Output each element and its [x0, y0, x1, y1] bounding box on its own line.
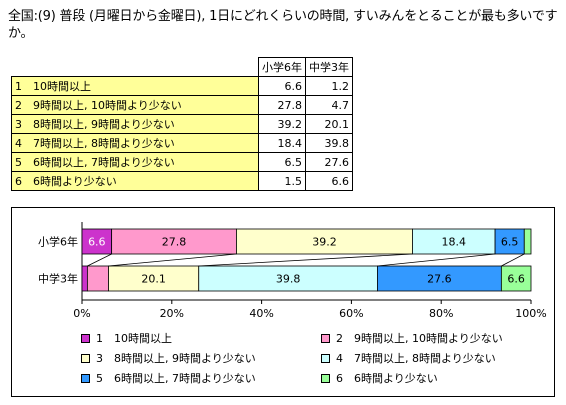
legend-item: 4 7時間以上, 8時間より少ない: [321, 350, 496, 366]
legend-item: 6 6時間より少ない: [321, 370, 438, 386]
data-label: 39.8: [276, 273, 301, 286]
legend-item: 1 10時間以上: [81, 330, 172, 346]
series-connector-line: [198, 253, 413, 267]
x-tick-label: 100%: [515, 307, 546, 320]
legend-item: 3 8時間以上, 9時間より少ない: [81, 350, 256, 366]
series-connector-line: [501, 253, 525, 267]
legend-item: 2 9時間以上, 10時間より少ない: [321, 330, 503, 346]
bar-segment: [412, 228, 496, 255]
cell-value: 18.4: [258, 133, 306, 153]
data-label: 27.8: [162, 236, 187, 249]
series-connector-line: [87, 253, 112, 267]
data-label: 27.6: [427, 273, 452, 286]
bar-segment: [377, 265, 502, 292]
cell-value: 39.8: [305, 133, 353, 153]
legend-label: 1 10時間以上: [96, 332, 172, 345]
row-label: 1 10時間以上: [11, 76, 259, 96]
x-tick-label: 40%: [249, 307, 273, 320]
bar-segment: [523, 228, 532, 255]
col-header-junior-high: 中学3年: [305, 57, 353, 77]
bar-segment: [494, 228, 525, 255]
legend-label: 6 6時間より少ない: [336, 372, 438, 385]
cell-value: 6.6: [305, 171, 353, 191]
data-label: 20.1: [141, 273, 166, 286]
table-row: 3 8時間以上, 9時間より少ない 39.2 20.1: [11, 114, 353, 134]
category-label: 小学6年: [38, 235, 78, 249]
cell-value: 27.8: [258, 95, 306, 115]
row-label: 6 6時間より少ない: [11, 171, 259, 191]
legend-swatch: [321, 333, 330, 343]
row-label: 4 7時間以上, 8時間より少ない: [11, 133, 259, 153]
cell-value: 27.6: [305, 152, 353, 172]
bar-segment: [81, 265, 88, 292]
bar-segment: [236, 228, 413, 255]
legend-label: 4 7時間以上, 8時間より少ない: [336, 352, 496, 365]
legend-swatch: [81, 373, 90, 383]
legend-label: 3 8時間以上, 9時間より少ない: [96, 352, 256, 365]
col-header-elementary: 小学6年: [258, 57, 306, 77]
x-tick-label: 20%: [160, 307, 184, 320]
bar-segment: [111, 228, 237, 255]
table-row: 6 6時間より少ない 1.5 6.6: [11, 171, 353, 191]
legend-label: 2 9時間以上, 10時間より少ない: [336, 332, 503, 345]
data-table: 小学6年 中学3年 1 10時間以上 6.6 1.2 2 9時間以上, 10時間…: [11, 57, 353, 191]
data-label: 18.4: [442, 236, 467, 249]
bar-segment: [500, 265, 532, 292]
legend-label: 5 6時間以上, 7時間より少ない: [96, 372, 256, 385]
legend-swatch: [81, 333, 90, 343]
x-tick-label: 80%: [429, 307, 453, 320]
row-label: 5 6時間以上, 7時間より少ない: [11, 152, 259, 172]
cell-value: 1.2: [305, 76, 353, 96]
data-label: 6.6: [507, 273, 525, 286]
x-tick-label: 0%: [73, 307, 90, 320]
bar-segment: [198, 265, 378, 292]
bar-segment: [86, 265, 109, 292]
table-row: 4 7時間以上, 8時間より少ない 18.4 39.8: [11, 133, 353, 153]
legend-swatch: [321, 373, 330, 383]
series-connector-line: [108, 253, 237, 267]
row-label: 3 8時間以上, 9時間より少ない: [11, 114, 259, 134]
bar-segment: [108, 265, 200, 292]
cell-value: 1.5: [258, 171, 306, 191]
table-row: 2 9時間以上, 10時間より少ない 27.8 4.7: [11, 95, 353, 115]
data-label: 6.5: [501, 236, 519, 249]
category-label: 中学3年: [38, 272, 78, 286]
data-label: 6.6: [88, 236, 106, 249]
legend-swatch: [81, 353, 90, 363]
table-row: 5 6時間以上, 7時間より少ない 6.5 27.6: [11, 152, 353, 172]
x-tick-label: 60%: [339, 307, 363, 320]
row-label: 2 9時間以上, 10時間より少ない: [11, 95, 259, 115]
legend-item: 5 6時間以上, 7時間より少ない: [81, 370, 256, 386]
legend-swatch: [321, 353, 330, 363]
series-connector-line: [377, 253, 496, 267]
page-title: 全国:(9) 普段 (月曜日から金曜日), 1日にどれくらいの時間, すいみんを…: [8, 9, 558, 41]
data-label: 39.2: [312, 236, 337, 249]
table-row: 1 10時間以上 6.6 1.2: [11, 76, 353, 96]
